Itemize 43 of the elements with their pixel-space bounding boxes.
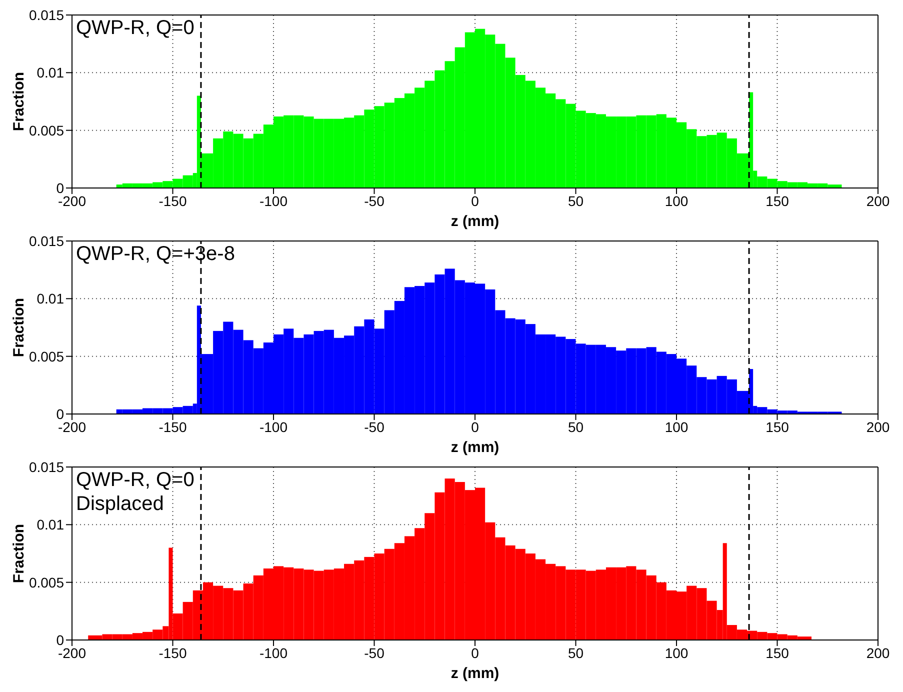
y-tick-label: 0.015 [28, 6, 64, 23]
x-tick-label: -150 [158, 644, 187, 661]
x-tick-label: 100 [664, 644, 688, 661]
x-tick-label: 0 [471, 418, 480, 435]
chart-title: QWP-R, Q=+3e-8 [76, 242, 235, 266]
x-axis-title: z (mm) [450, 213, 500, 230]
x-tick-label: -100 [259, 192, 288, 209]
x-tick-label: 200 [866, 644, 890, 661]
x-tick-label: 100 [664, 192, 688, 209]
y-axis-title: Fraction [10, 524, 28, 584]
x-tick-label: 0 [471, 644, 480, 661]
x-tick-label: 200 [866, 192, 890, 209]
x-tick-label: 150 [766, 644, 790, 661]
y-axis-title: Fraction [10, 72, 28, 132]
y-tick-label: 0.015 [28, 232, 64, 249]
x-axis-title: z (mm) [450, 665, 500, 682]
x-tick-label: 50 [568, 418, 584, 435]
x-tick-label: -50 [364, 192, 385, 209]
x-tick-label: 0 [471, 192, 480, 209]
x-tick-label: -100 [259, 418, 288, 435]
x-tick-label: 50 [568, 192, 584, 209]
y-tick-label: 0.01 [36, 64, 64, 81]
x-tick-label: 150 [766, 192, 790, 209]
y-tick-label: 0.005 [28, 574, 64, 590]
x-tick-label: 200 [866, 418, 890, 435]
x-tick-label: -50 [364, 418, 385, 435]
x-tick-label: 100 [664, 418, 688, 435]
chart-title: QWP-R, Q=0 [76, 16, 194, 40]
x-tick-label: -150 [158, 418, 187, 435]
y-tick-label: 0.01 [36, 290, 64, 307]
y-tick-label: 0.01 [36, 516, 64, 533]
y-axis-title: Fraction [10, 298, 28, 358]
x-tick-label: -150 [158, 192, 187, 209]
chart-title: QWP-R, Q=0 [76, 468, 194, 492]
y-tick-label: 0.005 [28, 348, 64, 364]
y-tick-label: 0.005 [28, 122, 64, 138]
x-tick-label: -100 [259, 644, 288, 661]
text: Displaced [76, 492, 165, 516]
x-tick-label: -50 [364, 644, 385, 661]
y-tick-label: 0.015 [28, 458, 64, 475]
x-tick-label: 150 [766, 418, 790, 435]
x-tick-label: 50 [568, 644, 584, 661]
x-axis-title: z (mm) [450, 439, 500, 456]
